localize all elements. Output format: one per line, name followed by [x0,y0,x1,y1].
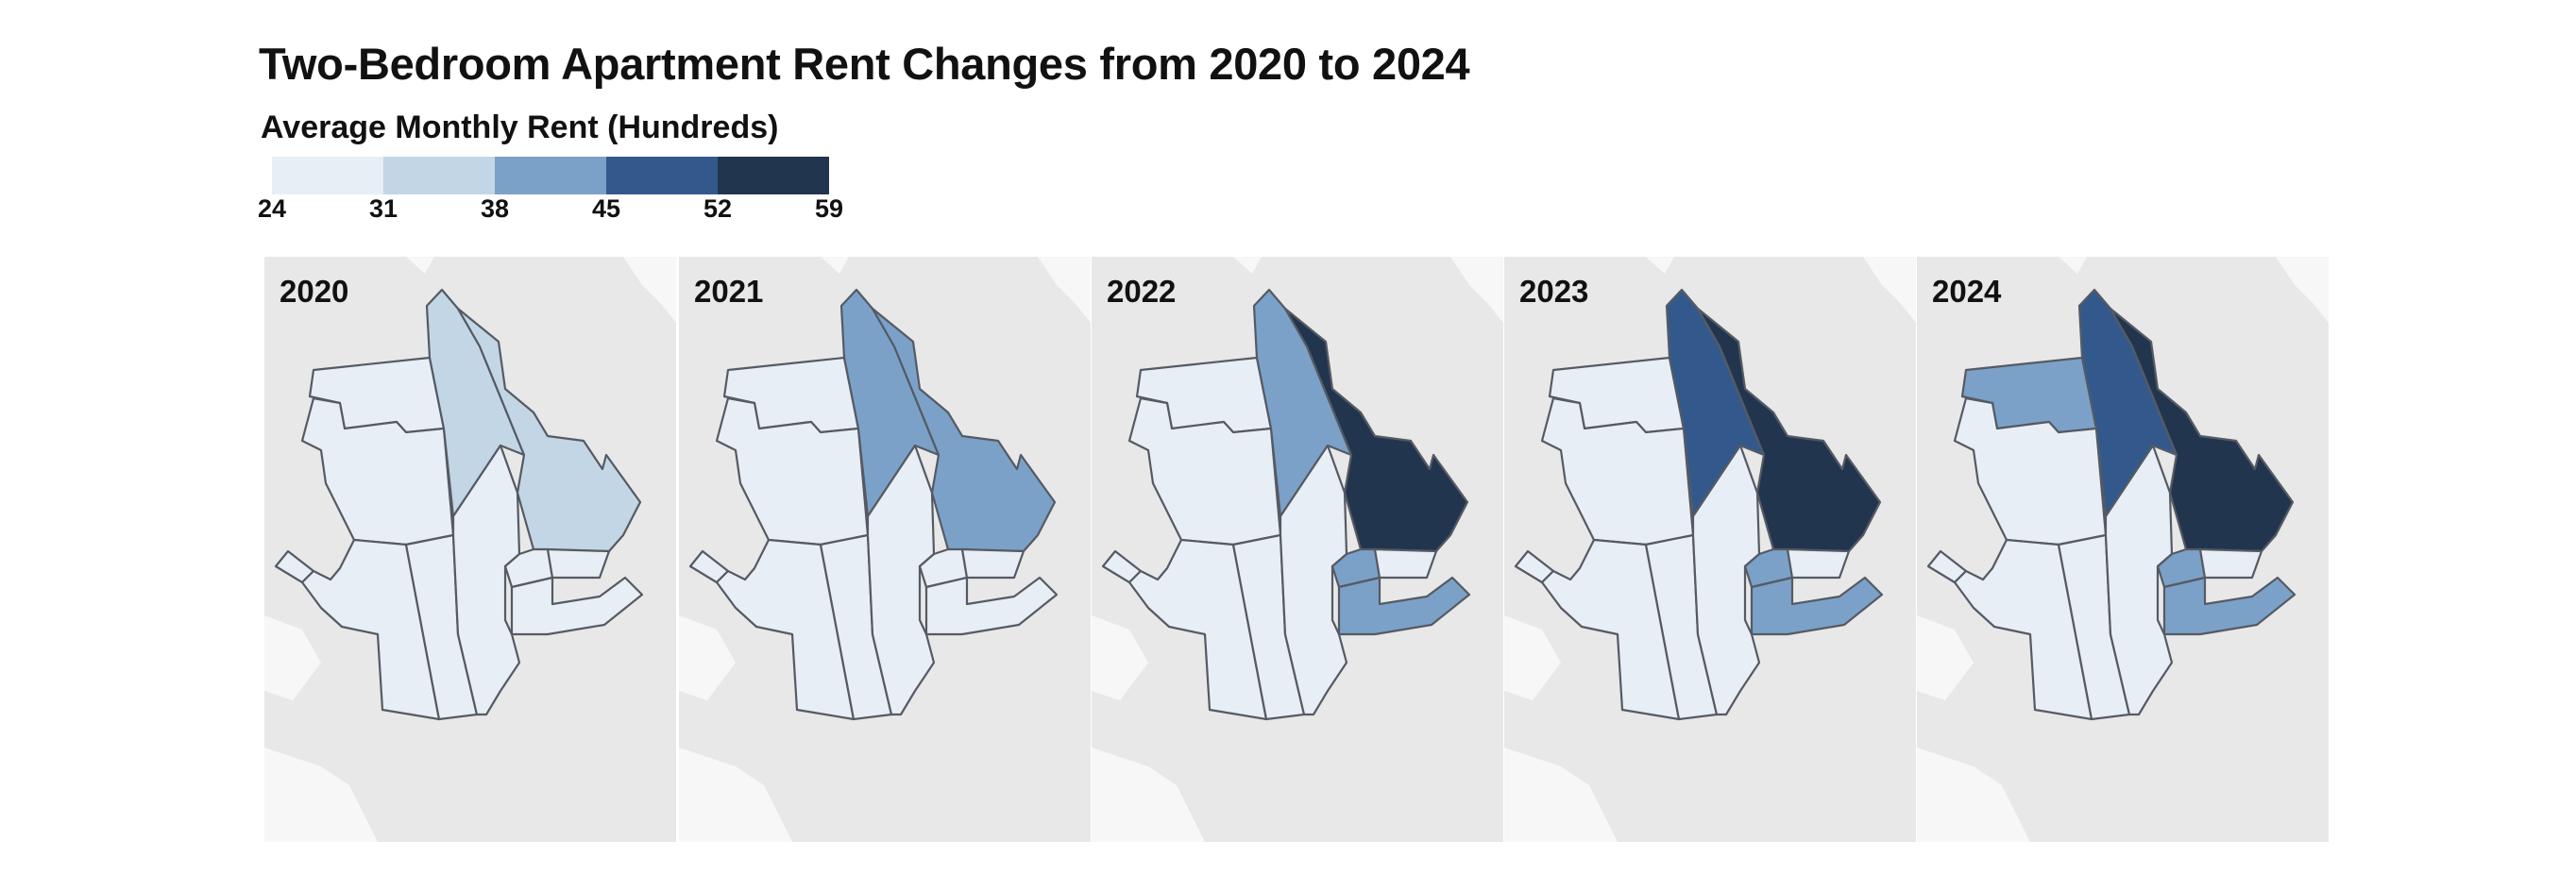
district-er [1373,547,1438,580]
panel-year-label: 2023 [1519,274,1588,309]
map-panel-2024: 2024 [1917,257,2329,842]
water-area [2059,257,2087,274]
district-ne [1696,307,1882,553]
legend-tick-label: 38 [480,194,510,223]
water-area [1863,257,1916,323]
district-se [510,576,644,636]
legend-swatch [383,157,495,194]
water-area [1646,257,1674,274]
legend-tick-label: 52 [703,194,733,223]
panel-year-label: 2021 [694,274,763,309]
legend-tick-label: 59 [814,194,844,223]
legend-swatch [606,157,718,194]
water-area [1917,748,2030,842]
legend-tick-label: 31 [368,194,398,223]
district-se [1750,576,1884,636]
water-area [264,748,378,842]
district-ne [871,307,1057,553]
district-sc [866,444,936,716]
legend-swatch [272,157,383,194]
water-area [406,257,434,274]
water-area [1038,257,1091,323]
water-area [1092,748,1205,842]
district-se [1337,576,1471,636]
district-er [1786,547,1851,580]
district-se [924,576,1059,636]
water-area [1092,615,1148,700]
panel-year-label: 2020 [280,274,348,309]
district-ne [1283,307,1469,553]
panel-year-label: 2022 [1107,274,1176,309]
district-sc [2104,444,2174,716]
district-ne [456,307,642,553]
water-area [264,615,321,700]
water-area [2276,257,2329,323]
district-er [546,547,611,580]
water-area [1450,257,1503,323]
district-sc [1279,444,1348,716]
legend-swatch [718,157,829,194]
chart-title: Two-Bedroom Apartment Rent Changes from … [259,39,1470,89]
water-area [1233,257,1262,274]
district-er [2198,547,2263,580]
district-ne [2109,307,2295,553]
map-panel-2023: 2023 [1504,257,1916,842]
legend-tick-label: 45 [591,194,621,223]
map-panel-2022: 2022 [1092,257,1503,842]
water-area [1504,615,1561,700]
map-panel-2020: 2020 [264,257,676,842]
water-area [623,257,676,323]
district-se [2162,576,2296,636]
district-er [960,547,1025,580]
water-area [821,257,849,274]
water-area [1917,615,1974,700]
district-sc [451,444,521,716]
legend-title: Average Monthly Rent (Hundreds) [261,109,779,145]
water-area [679,615,736,700]
district-sc [1691,444,1761,716]
legend-swatch [495,157,606,194]
panel-year-label: 2024 [1932,274,2002,309]
legend-tick-label: 24 [257,194,287,223]
map-panel-2021: 2021 [679,257,1091,842]
water-area [679,748,792,842]
water-area [1504,748,1618,842]
